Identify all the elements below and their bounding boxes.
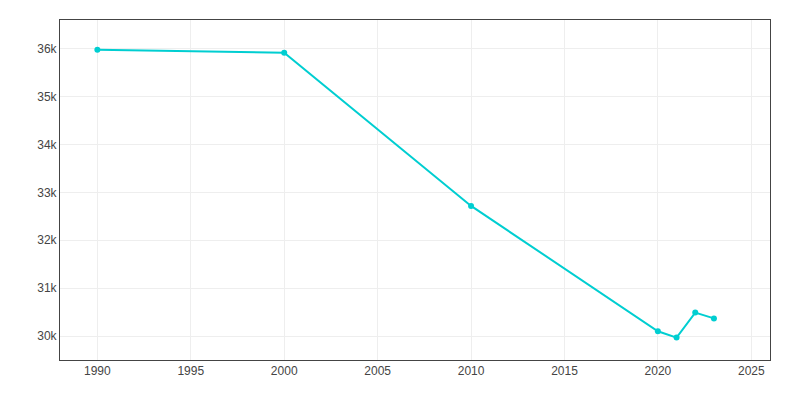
- svg-text:2010: 2010: [458, 364, 485, 378]
- svg-text:35k: 35k: [37, 90, 57, 104]
- svg-text:2025: 2025: [738, 364, 765, 378]
- svg-text:2000: 2000: [271, 364, 298, 378]
- svg-text:1990: 1990: [84, 364, 111, 378]
- svg-text:30k: 30k: [37, 329, 57, 343]
- svg-text:32k: 32k: [37, 233, 57, 247]
- svg-text:31k: 31k: [37, 281, 57, 295]
- svg-text:36k: 36k: [37, 42, 57, 56]
- svg-text:33k: 33k: [37, 186, 57, 200]
- svg-text:34k: 34k: [37, 138, 57, 152]
- svg-text:2015: 2015: [551, 364, 578, 378]
- svg-text:2020: 2020: [645, 364, 672, 378]
- svg-text:2005: 2005: [364, 364, 391, 378]
- svg-text:1995: 1995: [177, 364, 204, 378]
